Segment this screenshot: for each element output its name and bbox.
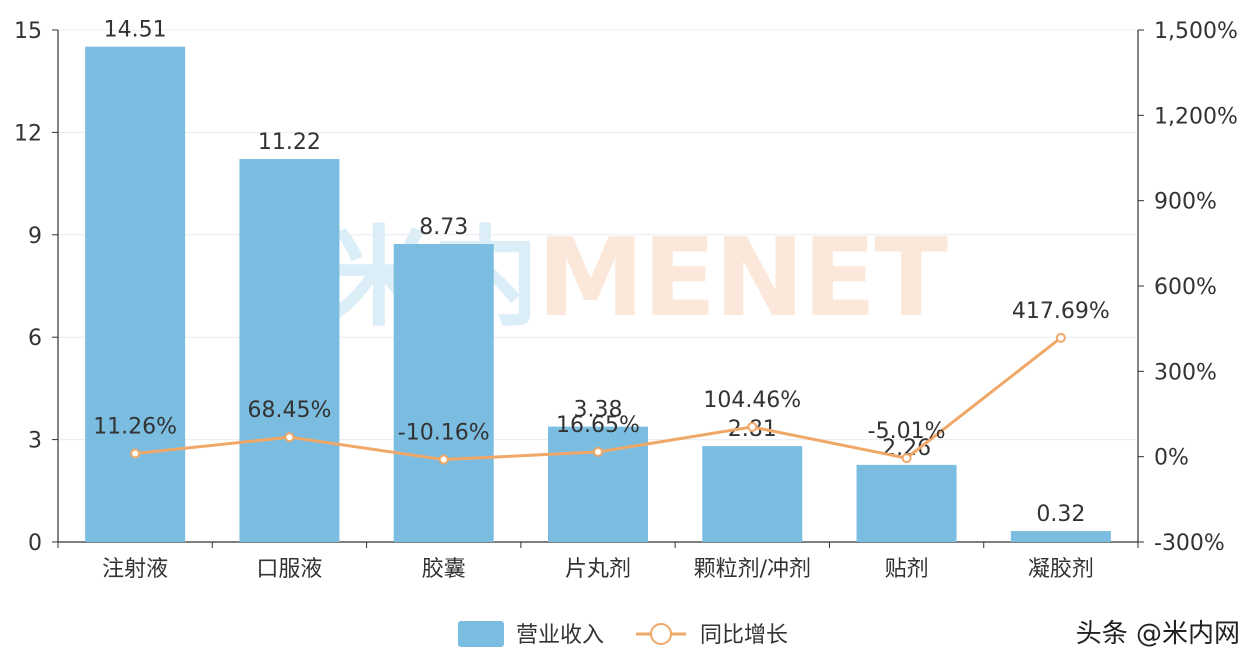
growth-point-4 bbox=[593, 446, 603, 457]
bar-value-label: 14.51 bbox=[104, 18, 167, 43]
right-tick-label: 0% bbox=[1154, 446, 1189, 471]
right-tick-label: 1,200% bbox=[1154, 104, 1238, 129]
category-label: 凝胶剂 bbox=[1028, 557, 1094, 582]
growth-value-label: -10.16% bbox=[398, 421, 490, 446]
left-tick-label: 3 bbox=[28, 429, 42, 454]
category-label: 贴剂 bbox=[885, 557, 929, 582]
growth-point-6 bbox=[901, 453, 912, 464]
watermark: 米内MENET bbox=[325, 225, 948, 333]
growth-point-2 bbox=[284, 432, 295, 443]
growth-point-1 bbox=[130, 448, 141, 459]
right-tick-label: 1,500% bbox=[1154, 19, 1238, 44]
growth-value-label: 16.65% bbox=[556, 413, 640, 438]
growth-point-3 bbox=[438, 454, 449, 465]
category-label: 颗粒剂/冲剂 bbox=[694, 557, 811, 582]
bar-value-label: 3.38 bbox=[574, 398, 623, 423]
growth-value-label: 417.69% bbox=[1012, 299, 1110, 324]
growth-value-label: 68.45% bbox=[247, 398, 331, 423]
bar-7 bbox=[1010, 531, 1111, 542]
source-credit: 头条 @米内网 bbox=[1075, 619, 1240, 649]
growth-point-5 bbox=[747, 421, 758, 432]
bar-value-label: 8.73 bbox=[419, 215, 468, 240]
bar-value-label: 11.22 bbox=[258, 130, 321, 155]
legend-line-marker bbox=[650, 623, 672, 645]
legend-line-label: 同比增长 bbox=[700, 623, 788, 648]
right-tick-label: 300% bbox=[1154, 360, 1217, 385]
right-tick-label: -300% bbox=[1154, 531, 1225, 556]
watermark-part2: MENET bbox=[537, 216, 948, 341]
growth-point-7 bbox=[1055, 332, 1066, 343]
bar-5 bbox=[702, 446, 803, 542]
legend-bar-swatch bbox=[458, 621, 504, 647]
left-tick-label: 0 bbox=[28, 531, 42, 556]
legend-bar-label: 营业收入 bbox=[516, 623, 604, 648]
category-label: 片丸剂 bbox=[565, 557, 631, 582]
left-tick-label: 6 bbox=[28, 326, 42, 351]
bar-2 bbox=[239, 159, 340, 543]
bar-4 bbox=[548, 426, 648, 542]
growth-value-label: 104.46% bbox=[703, 388, 801, 413]
right-tick-label: 600% bbox=[1154, 275, 1217, 300]
left-tick-label: 9 bbox=[28, 224, 42, 249]
category-label: 胶囊 bbox=[422, 557, 466, 582]
left-tick-label: 12 bbox=[14, 121, 42, 146]
right-tick-label: 900% bbox=[1154, 190, 1217, 215]
growth-value-label: 11.26% bbox=[93, 414, 177, 439]
category-label: 注射液 bbox=[102, 557, 168, 582]
left-tick-label: 15 bbox=[14, 19, 42, 44]
bar-3 bbox=[393, 244, 494, 543]
category-label: 口服液 bbox=[256, 557, 322, 582]
growth-value-label: -5.01% bbox=[868, 419, 946, 444]
bar-value-label: 0.32 bbox=[1036, 502, 1085, 527]
bar-6 bbox=[856, 464, 957, 542]
bar-1 bbox=[85, 46, 186, 542]
